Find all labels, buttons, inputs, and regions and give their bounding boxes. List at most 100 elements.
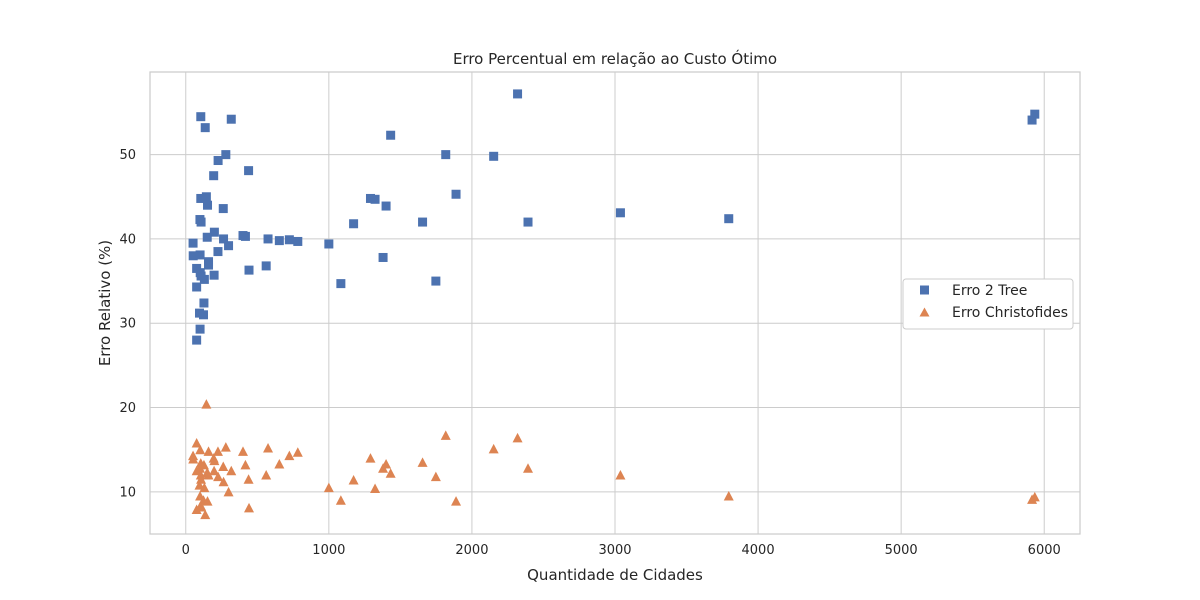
point-erro-christofides bbox=[370, 483, 381, 493]
legend-marker-erro-christofides bbox=[919, 307, 930, 317]
point-erro-christofides bbox=[440, 430, 451, 440]
point-erro-2-tree bbox=[196, 112, 206, 122]
point-erro-2-tree bbox=[188, 251, 198, 261]
x-tick-label: 3000 bbox=[598, 543, 631, 558]
point-erro-2-tree bbox=[431, 276, 441, 286]
point-erro-2-tree bbox=[441, 150, 451, 160]
point-erro-christofides bbox=[203, 469, 214, 480]
point-erro-christofides bbox=[223, 486, 234, 497]
y-tick-label: 30 bbox=[119, 317, 136, 332]
point-erro-christofides bbox=[203, 446, 214, 456]
chart-title: Erro Percentual em relação ao Custo Ótim… bbox=[453, 49, 777, 68]
point-erro-christofides bbox=[723, 491, 734, 501]
point-erro-2-tree bbox=[218, 204, 228, 214]
point-erro-christofides bbox=[263, 443, 274, 453]
point-erro-2-tree bbox=[199, 274, 209, 284]
point-erro-christofides bbox=[244, 502, 255, 513]
point-erro-christofides bbox=[196, 501, 207, 511]
point-erro-2-tree bbox=[261, 261, 271, 271]
x-tick-label: 5000 bbox=[885, 543, 918, 558]
point-erro-2-tree bbox=[196, 217, 206, 227]
point-erro-christofides bbox=[488, 443, 499, 454]
point-erro-2-tree bbox=[284, 235, 294, 245]
x-tick-label: 4000 bbox=[742, 543, 775, 558]
legend: Erro 2 Tree Erro Christofides bbox=[902, 278, 1074, 330]
point-erro-christofides bbox=[218, 476, 229, 487]
point-erro-2-tree bbox=[192, 335, 202, 345]
point-erro-2-tree bbox=[209, 171, 219, 181]
point-erro-2-tree bbox=[204, 260, 214, 270]
point-erro-2-tree bbox=[370, 194, 380, 204]
point-erro-2-tree bbox=[209, 270, 219, 280]
x-tick-label: 6000 bbox=[1028, 543, 1061, 558]
point-erro-2-tree bbox=[451, 189, 461, 199]
point-erro-2-tree bbox=[349, 219, 359, 229]
point-erro-2-tree bbox=[203, 200, 213, 210]
tick-labels: 0 1000 2000 3000 4000 5000 6000 10 20 30 40 50 bbox=[119, 148, 1060, 558]
x-axis-title: Quantidade de Cidades bbox=[527, 566, 703, 584]
point-erro-2-tree bbox=[365, 193, 375, 203]
point-erro-2-tree bbox=[213, 247, 223, 257]
point-erro-christofides bbox=[209, 455, 220, 466]
point-erro-christofides bbox=[417, 457, 428, 467]
point-erro-2-tree bbox=[489, 151, 499, 161]
point-erro-christofides bbox=[451, 496, 462, 506]
point-erro-christofides bbox=[191, 437, 202, 448]
point-erro-2-tree bbox=[200, 123, 210, 133]
point-erro-2-tree bbox=[202, 232, 212, 242]
point-erro-christofides bbox=[615, 469, 626, 480]
point-erro-2-tree bbox=[615, 208, 625, 218]
point-erro-christofides bbox=[274, 459, 285, 469]
y-tick-label: 20 bbox=[119, 401, 136, 416]
point-erro-christofides bbox=[1029, 491, 1040, 502]
point-erro-2-tree bbox=[263, 234, 273, 244]
point-erro-2-tree bbox=[201, 192, 211, 202]
point-erro-2-tree bbox=[386, 130, 396, 140]
y-tick-label: 10 bbox=[119, 485, 136, 500]
point-erro-2-tree bbox=[1030, 109, 1040, 119]
plot-frame bbox=[149, 71, 1081, 535]
point-erro-christofides bbox=[284, 450, 295, 461]
point-erro-christofides bbox=[220, 442, 231, 452]
x-tick-label: 2000 bbox=[455, 543, 488, 558]
point-erro-christofides bbox=[201, 399, 212, 409]
x-tick-label: 1000 bbox=[312, 543, 345, 558]
point-erro-christofides bbox=[365, 453, 376, 463]
point-erro-christofides bbox=[199, 482, 210, 493]
point-erro-2-tree bbox=[199, 310, 209, 320]
point-erro-christofides bbox=[212, 446, 223, 456]
x-tick-label: 0 bbox=[182, 543, 190, 558]
point-erro-christofides bbox=[335, 495, 346, 505]
point-erro-christofides bbox=[218, 461, 229, 472]
point-erro-christofides bbox=[209, 465, 220, 476]
point-erro-2-tree bbox=[195, 250, 205, 260]
point-erro-christofides bbox=[213, 471, 224, 482]
data-points bbox=[188, 89, 1040, 520]
point-erro-christofides bbox=[430, 471, 441, 482]
point-erro-christofides bbox=[512, 432, 523, 443]
point-erro-2-tree bbox=[244, 265, 254, 275]
point-erro-2-tree bbox=[293, 236, 303, 246]
point-erro-2-tree bbox=[381, 201, 391, 211]
legend-label-erro-2-tree: Erro 2 Tree bbox=[952, 283, 1027, 299]
point-erro-christofides bbox=[240, 459, 251, 470]
point-erro-2-tree bbox=[274, 236, 284, 246]
point-erro-2-tree bbox=[188, 238, 198, 248]
point-erro-2-tree bbox=[195, 324, 205, 334]
point-erro-christofides bbox=[195, 444, 206, 455]
point-erro-christofides bbox=[261, 469, 272, 480]
point-erro-2-tree bbox=[1027, 115, 1037, 125]
point-erro-2-tree bbox=[724, 214, 734, 224]
point-erro-2-tree bbox=[240, 231, 250, 241]
point-erro-2-tree bbox=[196, 193, 206, 203]
point-erro-2-tree bbox=[418, 217, 428, 227]
point-erro-2-tree bbox=[219, 234, 229, 244]
point-erro-2-tree bbox=[523, 217, 533, 227]
point-erro-christofides bbox=[243, 474, 254, 484]
point-erro-2-tree bbox=[244, 166, 254, 176]
point-erro-christofides bbox=[348, 475, 359, 485]
point-erro-christofides bbox=[381, 459, 392, 469]
point-erro-christofides bbox=[198, 459, 209, 470]
point-erro-2-tree bbox=[199, 298, 209, 308]
